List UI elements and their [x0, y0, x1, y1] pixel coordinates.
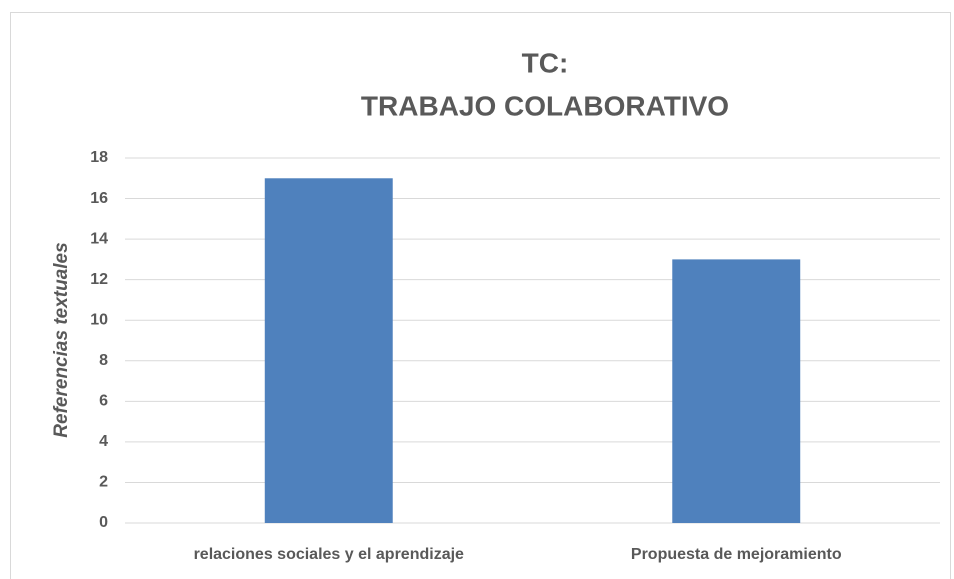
chart-title: TC:	[522, 47, 569, 78]
y-tick-label: 18	[90, 149, 108, 166]
chart-title: TRABAJO COLABORATIVO	[361, 90, 729, 121]
y-tick-label: 6	[99, 393, 108, 410]
bar	[672, 259, 801, 523]
y-tick-label: 14	[90, 230, 108, 247]
y-tick-label: 2	[99, 474, 108, 491]
y-tick-label: 8	[99, 352, 108, 369]
y-tick-label: 4	[99, 433, 108, 450]
y-tick-label: 12	[90, 271, 108, 288]
bar	[264, 178, 393, 523]
y-tick-label: 10	[90, 311, 108, 328]
x-tick-label: relaciones sociales y el aprendizaje	[194, 546, 464, 563]
x-tick-label: Propuesta de mejoramiento	[631, 546, 842, 563]
y-axis-label: Referencias textuales	[51, 242, 72, 437]
y-tick-label: 0	[99, 514, 108, 531]
y-tick-label: 16	[90, 190, 108, 207]
